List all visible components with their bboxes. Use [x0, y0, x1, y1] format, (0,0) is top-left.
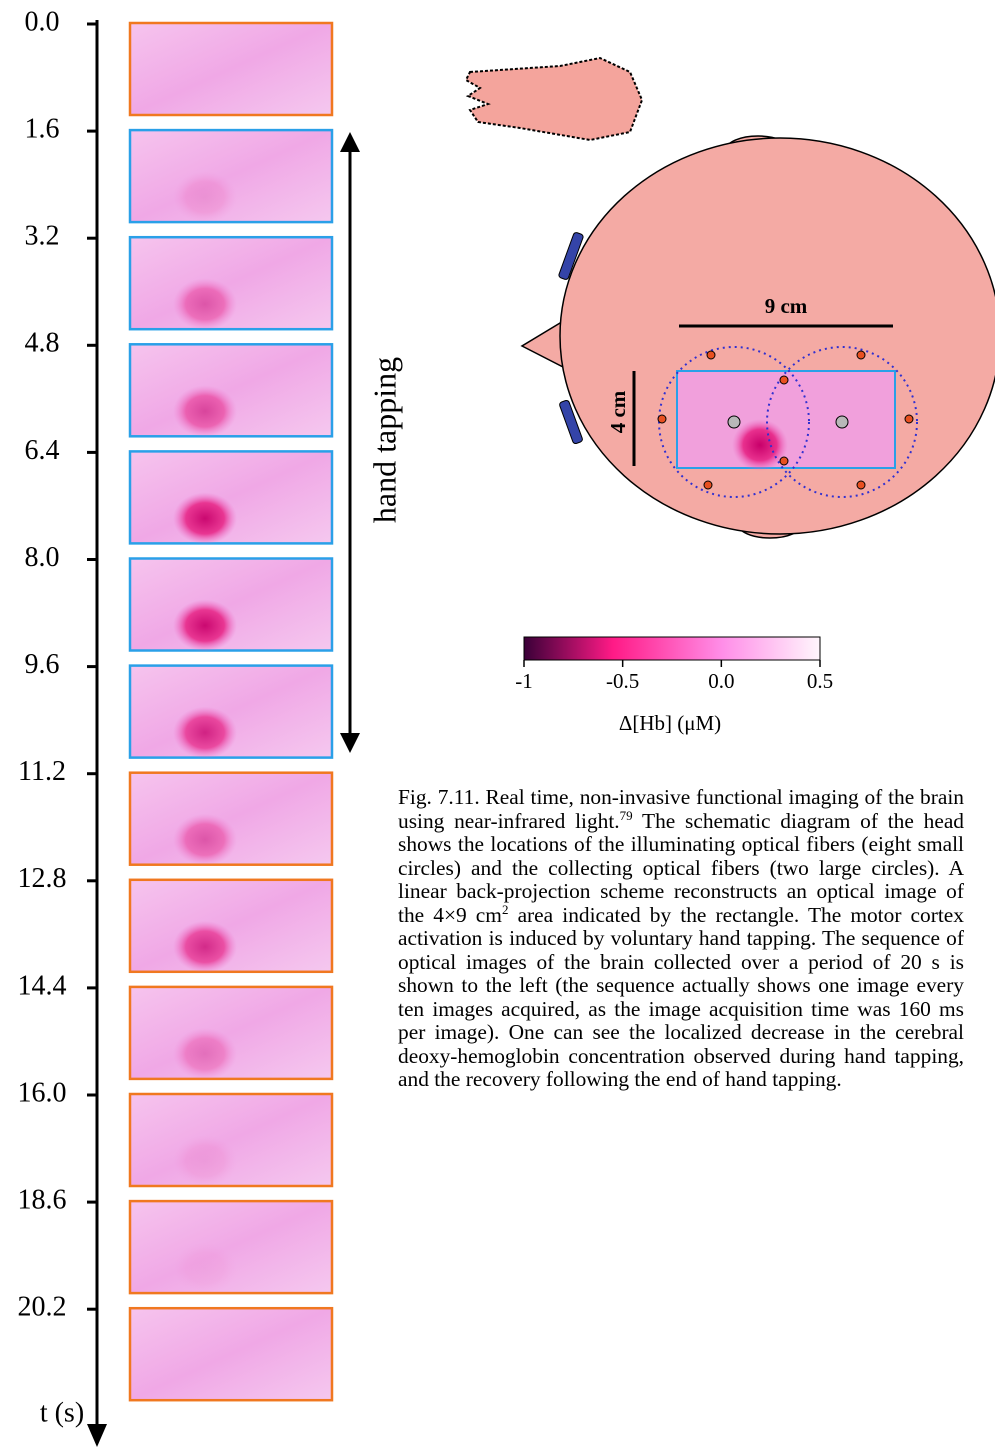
- activation: [173, 385, 237, 437]
- caption-text: area indicated by the rectangle. The mot…: [398, 903, 964, 1092]
- activation: [173, 171, 237, 223]
- width-label: 9 cm: [765, 294, 808, 318]
- colorbar-tick-label: 0.5: [807, 669, 833, 693]
- activation: [173, 1135, 237, 1187]
- time-label: 11.2: [18, 756, 66, 787]
- superscript: 79: [620, 807, 633, 822]
- height-label: 4 cm: [606, 390, 630, 433]
- time-label: 12.8: [18, 863, 67, 894]
- head: [560, 138, 995, 534]
- page: 9 cm 4 cm hand tapping t (s) Δ[Hb] (μM) …: [0, 0, 995, 1449]
- activation: [732, 419, 788, 471]
- time-label: 20.2: [18, 1292, 67, 1323]
- colorbar-tick-label: -1: [515, 669, 533, 693]
- time-label: 16.0: [18, 1077, 67, 1108]
- figure: 9 cm 4 cm hand tapping t (s) Δ[Hb] (μM) …: [0, 0, 995, 1449]
- activation: [173, 278, 237, 330]
- time-label: 6.4: [25, 435, 60, 466]
- detector: [836, 416, 848, 428]
- colorbar-tick-label: 0.0: [708, 669, 734, 693]
- time-label: 9.6: [25, 649, 60, 680]
- arrow-head: [340, 733, 360, 753]
- activation: [173, 1028, 237, 1080]
- frame-image: [130, 23, 332, 115]
- axis-label: t (s): [40, 1397, 84, 1428]
- hand-icon: [466, 58, 642, 140]
- frame-image: [130, 1308, 332, 1400]
- colorbar: [524, 637, 820, 660]
- colorbar-label: Δ[Hb] (μM): [619, 711, 721, 735]
- time-label: 1.6: [25, 114, 60, 145]
- arrow-head: [340, 132, 360, 152]
- activation: [173, 1242, 237, 1294]
- nose: [522, 320, 565, 368]
- activation: [173, 492, 237, 544]
- time-label: 14.4: [18, 970, 67, 1001]
- time-label: 18.6: [18, 1185, 67, 1216]
- activation: [173, 600, 237, 652]
- activation: [173, 707, 237, 759]
- caption: Fig. 7.11. Real time, non-invasive funct…: [398, 786, 964, 1092]
- activation: [173, 814, 237, 866]
- time-label: 0.0: [25, 6, 60, 37]
- time-label: 4.8: [25, 328, 60, 359]
- time-label: 8.0: [25, 542, 60, 573]
- time-label: 3.2: [25, 221, 60, 252]
- activation: [173, 921, 237, 973]
- annotation: hand tapping: [366, 357, 402, 523]
- colorbar-tick-label: -0.5: [606, 669, 639, 693]
- arrow-head: [87, 1424, 107, 1447]
- detector: [728, 416, 740, 428]
